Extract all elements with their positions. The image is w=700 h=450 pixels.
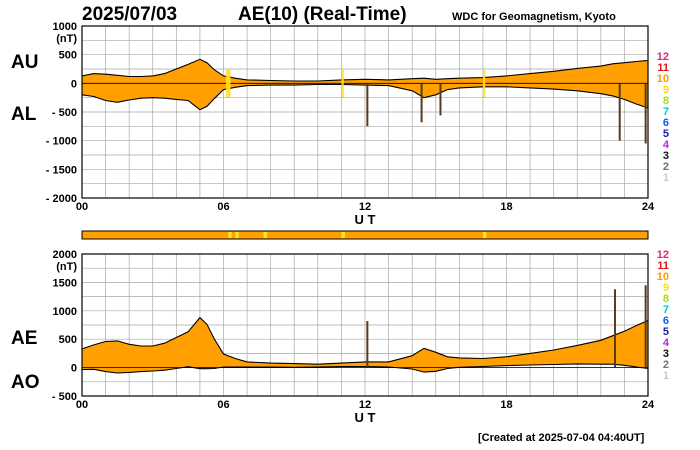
al-label: AL	[11, 104, 37, 125]
y-axis-unit: (nT)	[56, 33, 77, 45]
station-legend-label: 11	[657, 62, 669, 74]
y-tick-label: - 500	[52, 107, 77, 119]
y-tick-label: - 1500	[46, 164, 77, 176]
station-bar-highlight	[228, 232, 232, 238]
station-legend-label: 9	[663, 84, 669, 96]
x-tick-label: 24	[642, 399, 655, 411]
x-axis-label: U T	[355, 212, 376, 227]
ae-label: AE	[11, 328, 38, 349]
y-tick-label: 0	[71, 78, 77, 90]
station-legend-label: 6	[663, 117, 669, 129]
station-legend-label: 2	[663, 359, 669, 371]
station-legend-label: 1	[663, 172, 669, 184]
y-tick-label: 1000	[53, 21, 77, 33]
x-tick-label: 18	[500, 399, 512, 411]
station-legend-label: 4	[663, 337, 670, 349]
au-label: AU	[11, 52, 39, 73]
panel-0	[81, 25, 649, 199]
plot-frame	[81, 253, 649, 397]
y-tick-label: 500	[59, 50, 77, 62]
x-tick-label: 06	[217, 399, 229, 411]
x-tick-label: 12	[359, 201, 371, 213]
station-legend-label: 2	[663, 161, 669, 173]
organization-label: WDC for Geomagnetism, Kyoto	[452, 11, 616, 23]
creation-timestamp: [Created at 2025-07-04 04:40UT]	[478, 432, 645, 444]
reduced-station-marker	[482, 69, 486, 98]
series-line-ao	[81, 363, 649, 374]
x-axis-label: U T	[355, 410, 376, 425]
station-legend-label: 6	[663, 315, 669, 327]
y-tick-label: 1000	[53, 306, 77, 318]
x-tick-label: 00	[76, 399, 88, 411]
station-legend-label: 10	[657, 271, 669, 283]
y-tick-label: 1500	[53, 277, 77, 289]
y-tick-label: - 500	[52, 391, 77, 403]
station-legend-label: 7	[663, 106, 669, 118]
y-tick-label: - 1000	[46, 136, 77, 148]
plot-title: AE(10) (Real-Time)	[238, 4, 407, 25]
station-legend-label: 7	[663, 304, 669, 316]
station-legend-label: 10	[657, 73, 669, 85]
plot-date: 2025/07/03	[82, 4, 178, 25]
x-tick-label: 06	[217, 201, 229, 213]
series-line-au	[81, 58, 649, 82]
reduced-station-marker	[341, 69, 344, 98]
x-tick-label: 12	[359, 399, 371, 411]
x-tick-label: 18	[500, 201, 512, 213]
station-legend-label: 3	[663, 348, 669, 360]
y-tick-label: 2000	[53, 249, 77, 261]
y-tick-label: - 2000	[46, 193, 77, 205]
station-legend-label: 4	[663, 139, 670, 151]
ao-label: AO	[11, 372, 40, 393]
y-tick-label: 500	[59, 334, 77, 346]
station-bar-highlight	[482, 232, 487, 238]
station-bar-highlight	[263, 232, 268, 238]
station-bar-highlight	[235, 232, 239, 238]
station-legend-label: 5	[663, 128, 669, 140]
station-bar-highlight	[341, 232, 345, 238]
y-axis-unit: (nT)	[56, 261, 77, 273]
x-tick-label: 24	[642, 201, 655, 213]
station-legend-label: 11	[657, 260, 669, 272]
station-count-bar	[81, 230, 649, 240]
y-tick-label: 0	[71, 363, 77, 375]
band-fill	[82, 317, 648, 373]
x-tick-label: 00	[76, 201, 88, 213]
station-legend-label: 12	[657, 51, 669, 63]
series-line-al	[81, 83, 649, 111]
series-line-ae	[81, 316, 649, 365]
panel-1	[81, 230, 649, 397]
station-legend-label: 12	[657, 249, 669, 261]
station-legend-label: 8	[663, 95, 669, 107]
station-legend-label: 5	[663, 326, 669, 338]
reduced-station-marker	[225, 69, 231, 98]
station-legend-label: 8	[663, 293, 669, 305]
station-legend-label: 3	[663, 150, 669, 162]
plot-frame	[81, 25, 649, 199]
station-legend-label: 9	[663, 282, 669, 294]
station-legend-label: 1	[663, 370, 669, 382]
band-fill	[82, 59, 648, 110]
